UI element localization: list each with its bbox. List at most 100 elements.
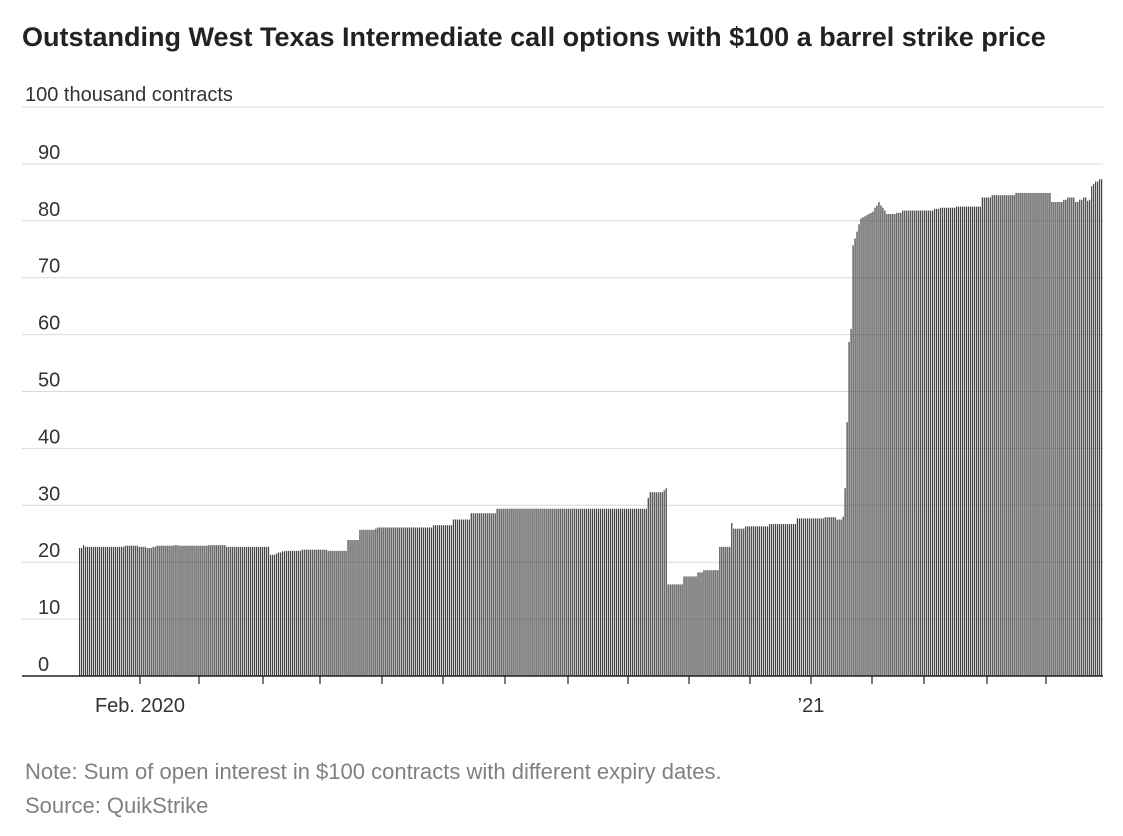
bar — [180, 545, 182, 676]
bar — [94, 546, 97, 676]
bar — [436, 525, 439, 676]
bar — [627, 508, 630, 676]
bar — [653, 492, 655, 676]
bar — [900, 212, 902, 676]
bar — [1065, 199, 1067, 676]
bar — [393, 527, 395, 676]
bar — [649, 492, 651, 676]
bar — [1015, 192, 1017, 677]
bar — [377, 527, 379, 676]
bar — [957, 206, 960, 676]
bar — [842, 516, 844, 676]
bar — [80, 547, 83, 676]
bar — [1083, 197, 1085, 676]
bar — [647, 497, 649, 676]
bar — [870, 212, 872, 676]
bar — [287, 550, 290, 676]
bar — [595, 508, 598, 676]
bar — [625, 508, 628, 676]
bar — [1071, 197, 1073, 676]
bar — [289, 550, 291, 676]
bar — [395, 527, 397, 676]
bar — [351, 540, 353, 676]
bar — [371, 529, 373, 676]
bar — [323, 549, 325, 676]
bar — [713, 570, 715, 676]
bar — [643, 508, 645, 676]
bar — [482, 513, 484, 676]
bar — [327, 550, 329, 676]
y-tick-label: 10 — [38, 597, 60, 619]
bar — [536, 508, 538, 676]
bar — [910, 210, 912, 676]
bar — [880, 205, 882, 676]
bar — [1009, 195, 1011, 676]
bar — [953, 207, 956, 676]
bar — [828, 517, 830, 676]
bar — [778, 524, 781, 676]
bar — [216, 545, 218, 676]
bar — [943, 207, 946, 676]
bar — [941, 207, 944, 676]
bar — [611, 508, 614, 676]
bar — [1035, 192, 1037, 677]
bar — [138, 546, 140, 676]
bar — [341, 550, 343, 676]
bar — [452, 519, 455, 676]
bar — [226, 546, 228, 676]
bar — [444, 525, 447, 676]
bar — [269, 554, 272, 676]
bar — [780, 524, 783, 676]
bar — [578, 508, 580, 676]
bar — [884, 210, 886, 676]
bar — [971, 206, 973, 676]
bar — [156, 545, 158, 676]
bar — [206, 545, 208, 676]
bar — [1059, 202, 1061, 676]
bar — [866, 215, 868, 677]
bar — [448, 525, 451, 676]
bar — [124, 545, 126, 676]
bar — [1079, 199, 1081, 676]
bar — [142, 546, 144, 676]
bar — [961, 206, 964, 676]
bar — [552, 508, 554, 676]
bar — [486, 513, 488, 676]
bar — [1061, 202, 1063, 676]
bar — [337, 550, 339, 676]
bar — [562, 508, 564, 676]
bar — [96, 546, 99, 676]
bar — [1037, 192, 1039, 677]
bar — [238, 546, 240, 676]
bar — [735, 528, 737, 676]
bar — [975, 206, 977, 676]
bar — [1033, 192, 1035, 677]
bar — [1011, 195, 1013, 676]
bar — [617, 508, 620, 676]
bar — [460, 519, 462, 676]
bar — [166, 545, 168, 676]
bar — [862, 217, 864, 676]
bar — [450, 525, 453, 676]
bar — [888, 213, 890, 676]
y-axis-unit-label: 100 thousand contracts — [25, 84, 233, 106]
bar — [468, 519, 470, 676]
bar — [868, 213, 870, 676]
bar — [790, 524, 793, 676]
bar — [186, 545, 188, 676]
bar — [588, 508, 590, 676]
bar — [295, 550, 297, 676]
bar — [810, 518, 812, 676]
bar — [830, 517, 832, 676]
bar — [512, 508, 514, 676]
bar — [920, 210, 922, 676]
bar — [687, 576, 689, 676]
bar — [210, 545, 212, 676]
bar — [1093, 183, 1095, 676]
bar — [1027, 192, 1029, 677]
bar — [446, 525, 449, 676]
bar — [792, 524, 795, 676]
bar — [100, 546, 103, 676]
bar — [244, 546, 246, 676]
bar — [933, 208, 936, 676]
